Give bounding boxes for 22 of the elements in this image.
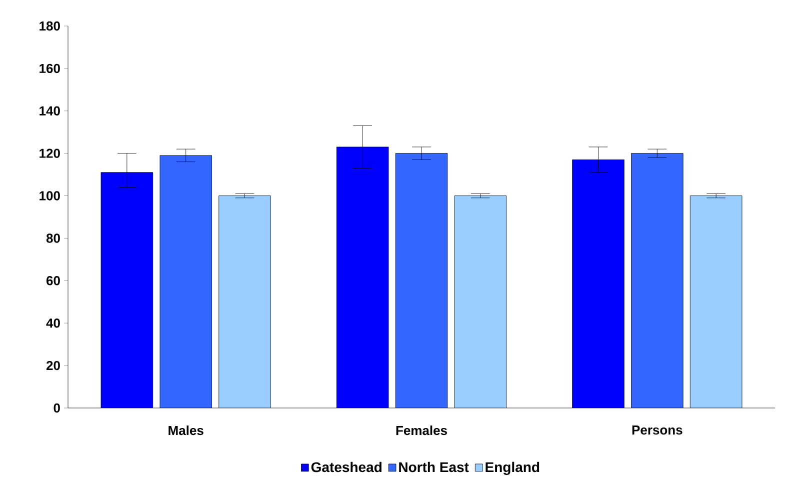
legend-label: England [486,462,540,475]
y-tick-label: 120 [40,148,60,158]
x-tick-label: Males [168,426,204,436]
y-tick-label: 140 [40,106,60,116]
y-tick-label: 40 [46,318,60,328]
y-tick-label: 0 [54,403,60,413]
y-tick-label: 180 [40,21,60,31]
legend-label: Gateshead [311,462,382,472]
y-tick-label: 160 [40,64,60,74]
legend-label: North East [399,462,469,472]
x-tick-label: Persons [632,426,682,435]
bar [101,172,153,408]
bar [454,196,506,408]
y-tick-label: 20 [46,360,60,370]
bar [336,146,389,408]
bar [572,159,624,408]
y-tick-label: 100 [40,191,60,200]
y-tick-label: 60 [46,276,60,286]
x-tick-label: Females [396,426,447,436]
bar [690,196,742,408]
y-tick-label: 80 [46,234,60,243]
bar [218,196,271,408]
